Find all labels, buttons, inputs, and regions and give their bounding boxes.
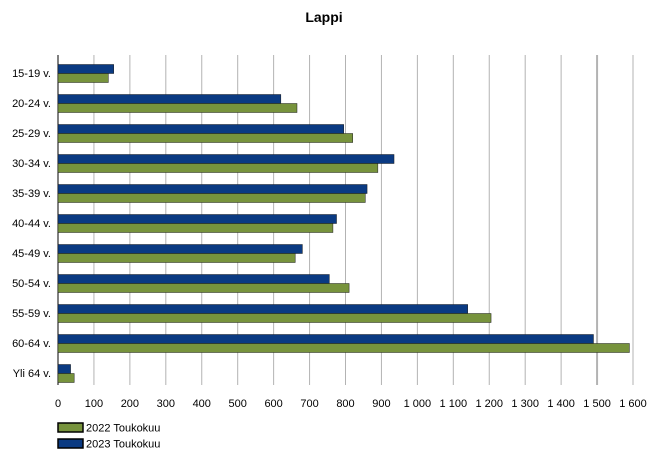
x-tick-label: 700 [300,398,318,410]
bar [57,154,395,164]
legend: 2022 Toukokuu 2023 Toukokuu [57,422,160,451]
x-tick-label: 1 500 [583,398,611,410]
x-tick-label: 800 [336,398,354,410]
y-tick-label: 40-44 v. [12,218,51,230]
y-tick-label: 50-54 v. [12,278,51,290]
y-tick-label: 55-59 v. [12,308,51,320]
legend-label: 2023 Toukokuu [86,439,160,451]
bar [57,124,344,134]
bar [57,103,298,113]
x-tick-label: 1 600 [619,398,647,410]
legend-swatch [57,438,84,449]
x-tick-label: 400 [193,398,211,410]
bar [57,133,353,143]
y-tick-label: 35-39 v. [12,188,51,200]
bar [57,214,337,224]
bar [57,364,71,374]
bar [57,373,75,383]
x-tick-label: 1 100 [440,398,468,410]
x-axis-labels: 0 100 200 300 400 500 600 700 800 900 1 000 1 100 1 … [55,398,647,410]
x-tick-label: 1 000 [404,398,432,410]
y-tick-label: 45-49 v. [12,248,51,260]
bar [57,244,303,254]
x-tick-label: 900 [372,398,390,410]
bar [57,73,109,83]
bar [57,64,114,74]
bar [57,223,334,233]
bar [57,163,379,173]
bars [57,64,630,383]
x-tick-label: 1 400 [547,398,575,410]
bar [57,283,350,293]
x-tick-label: 600 [264,398,282,410]
y-axis-labels: 15-19 v. 20-24 v. 25-29 v. 30-34 v. 35-39 v.… [12,68,51,380]
chart-title: Lappi [305,9,342,25]
bar [57,334,594,344]
y-tick-label: 20-24 v. [12,98,51,110]
bar [57,343,630,353]
x-tick-label: 300 [157,398,175,410]
x-tick-label: 500 [229,398,247,410]
x-tick-label: 0 [55,398,61,410]
bar [57,193,366,203]
bar [57,184,368,194]
x-tick-label: 100 [85,398,103,410]
x-tick-label: 1 300 [511,398,539,410]
bar [57,304,468,314]
bar [57,94,282,104]
bar [57,274,330,284]
y-tick-label: 30-34 v. [12,158,51,170]
legend-label: 2022 Toukokuu [86,423,160,435]
x-tick-label: 1 200 [475,398,503,410]
y-tick-label: Yli 64 v. [13,368,51,380]
y-tick-label: 60-64 v. [12,338,51,350]
legend-swatch [57,422,84,433]
y-tick-label: 15-19 v. [12,68,51,80]
bar [57,313,492,323]
y-tick-label: 25-29 v. [12,128,51,140]
bar [57,253,296,263]
x-tick-label: 200 [121,398,139,410]
